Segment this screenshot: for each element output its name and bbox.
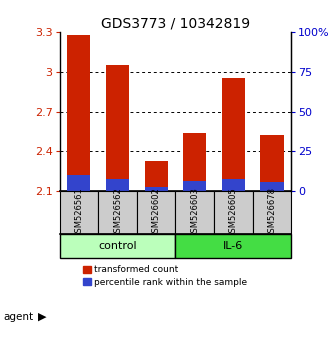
Text: GSM526603: GSM526603 — [190, 187, 199, 238]
Text: GSM526562: GSM526562 — [113, 187, 122, 238]
Legend: transformed count, percentile rank within the sample: transformed count, percentile rank withi… — [83, 266, 248, 286]
Bar — [253, 191, 291, 234]
Bar — [60, 191, 98, 234]
Bar — [222, 179, 245, 191]
Bar — [145, 187, 168, 191]
Bar — [183, 133, 206, 191]
Bar — [175, 191, 214, 234]
Text: ▶: ▶ — [38, 312, 47, 322]
Bar — [67, 35, 90, 191]
Bar — [67, 175, 90, 191]
Bar — [106, 65, 129, 191]
Bar — [60, 234, 175, 258]
Bar — [106, 179, 129, 191]
Bar — [145, 161, 168, 191]
Bar — [175, 234, 291, 258]
Text: IL-6: IL-6 — [223, 241, 244, 251]
Text: GSM526678: GSM526678 — [267, 187, 276, 238]
Title: GDS3773 / 10342819: GDS3773 / 10342819 — [101, 17, 250, 31]
Bar — [222, 78, 245, 191]
Text: agent: agent — [3, 312, 33, 322]
Bar — [260, 182, 284, 191]
Bar — [98, 191, 137, 234]
Text: control: control — [98, 241, 137, 251]
Bar — [260, 135, 284, 191]
Text: GSM526602: GSM526602 — [152, 187, 161, 238]
Text: GSM526605: GSM526605 — [229, 187, 238, 238]
Bar — [214, 191, 253, 234]
Text: GSM526561: GSM526561 — [74, 187, 83, 238]
Bar — [137, 191, 175, 234]
Bar — [183, 181, 206, 191]
